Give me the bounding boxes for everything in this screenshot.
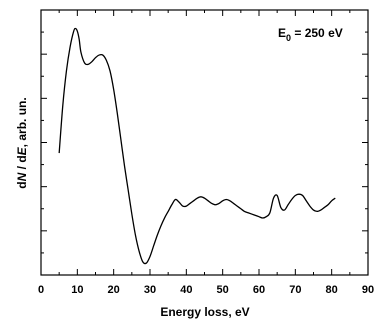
y-title-suffix: , arb. un.: [15, 97, 29, 147]
x-tick-label: 30: [144, 284, 156, 296]
plot-frame: [40, 9, 369, 276]
x-tick-label: 0: [38, 284, 44, 296]
y-title-e: E: [15, 146, 29, 155]
x-tick-label: 90: [362, 284, 374, 296]
x-tick-label: 70: [289, 284, 301, 296]
x-tick-label: 60: [253, 284, 265, 296]
annotation-base: E: [278, 26, 286, 40]
y-axis-title: dN / dE, arb. un.: [15, 97, 29, 188]
x-tick-label: 80: [326, 284, 338, 296]
y-title-slash: / d: [15, 155, 29, 172]
y-title-prefix: d: [15, 181, 29, 188]
x-tick-label: 50: [217, 284, 229, 296]
x-tick-label: 20: [108, 284, 120, 296]
x-tick-label: 10: [71, 284, 83, 296]
beam-energy-annotation: E0 = 250 eV: [278, 26, 343, 43]
x-axis: 0 10 20 30 40 50 60 70 80 90: [38, 10, 374, 296]
spectrum-curve: [58, 27, 336, 265]
annotation-subscript: 0: [286, 33, 291, 43]
annotation-value: = 250 eV: [291, 26, 343, 40]
x-axis-title: Energy loss, eV: [160, 305, 249, 319]
y-title-n: N: [15, 172, 29, 181]
x-tick-label: 40: [180, 284, 192, 296]
y-axis: [41, 31, 368, 254]
